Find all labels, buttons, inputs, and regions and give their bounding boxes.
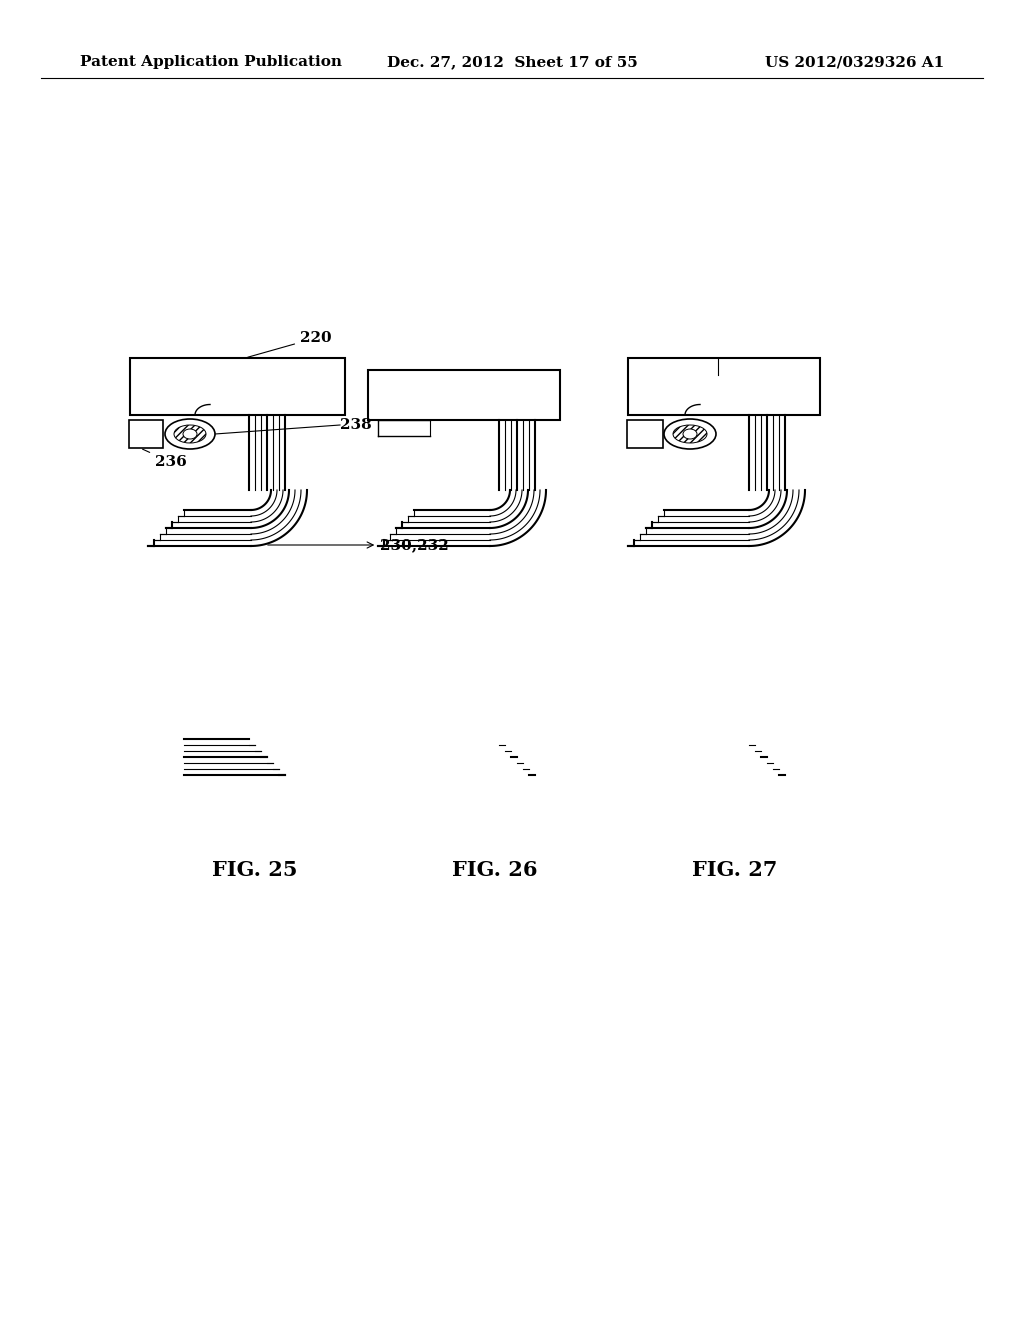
Bar — [130, 358, 345, 414]
Bar — [627, 420, 663, 447]
Text: 236: 236 — [142, 449, 186, 469]
Bar — [368, 370, 560, 420]
Ellipse shape — [165, 418, 215, 449]
Bar — [129, 420, 163, 447]
Bar — [130, 358, 345, 414]
Text: 238: 238 — [340, 418, 372, 432]
Bar — [749, 414, 785, 775]
Text: FIG. 26: FIG. 26 — [453, 861, 538, 880]
Bar — [368, 370, 560, 420]
Text: Patent Application Publication: Patent Application Publication — [80, 55, 342, 69]
Bar — [628, 358, 820, 414]
Text: Dec. 27, 2012  Sheet 17 of 55: Dec. 27, 2012 Sheet 17 of 55 — [387, 55, 637, 69]
Bar — [499, 420, 535, 775]
Bar — [627, 420, 663, 447]
Ellipse shape — [664, 418, 716, 449]
Ellipse shape — [183, 429, 197, 440]
Bar — [129, 420, 163, 447]
Text: 230,232: 230,232 — [267, 539, 449, 552]
Text: US 2012/0329326 A1: US 2012/0329326 A1 — [765, 55, 944, 69]
Text: FIG. 27: FIG. 27 — [692, 861, 777, 880]
Bar — [249, 414, 285, 775]
Ellipse shape — [683, 429, 697, 440]
Text: FIG. 25: FIG. 25 — [212, 861, 298, 880]
Bar — [628, 358, 820, 414]
Text: 220: 220 — [248, 331, 332, 358]
